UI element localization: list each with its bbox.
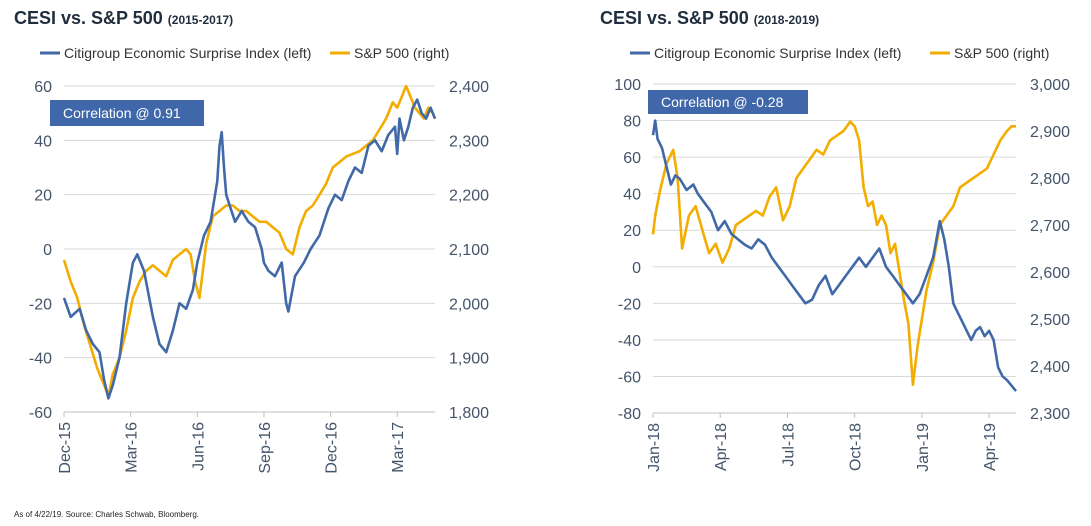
y-right-tick-label: 1,900 [449, 351, 489, 368]
y-right-tick-label: 3,000 [1030, 77, 1070, 94]
x-tick-label: Jul-18 [780, 423, 797, 467]
y-left-tick-label: 60 [623, 150, 641, 167]
y-right-tick-label: 2,400 [1030, 359, 1070, 376]
y-right-tick-label: 2,900 [1030, 124, 1070, 141]
cesi-series-line [62, 98, 437, 400]
y-right-tick-label: 2,000 [449, 296, 489, 313]
y-left-tick-label: -40 [618, 333, 641, 350]
sp500-series-line [62, 84, 437, 398]
legend-label-sp500: S&P 500 (right) [354, 45, 449, 61]
y-left-tick-label: -60 [618, 369, 641, 386]
legend-label-cesi: Citigroup Economic Surprise Index (left) [64, 45, 311, 61]
x-tick-label: Jan-19 [915, 423, 932, 472]
y-left-tick-label: 20 [623, 223, 641, 240]
y-right-tick-label: 2,300 [449, 133, 489, 150]
correlation-box [50, 100, 204, 126]
y-left-tick-label: 40 [623, 187, 641, 204]
y-right-tick-label: 2,700 [1030, 218, 1070, 235]
x-tick-label: Oct-18 [848, 423, 865, 471]
x-tick-label: Apr-18 [713, 423, 730, 471]
chart-title-dates: (2018-2019) [753, 13, 820, 27]
chart-panel-2018-2019: CESI vs. S&P 500 (2018-2019) 100 80 60 40 20… [600, 0, 1090, 500]
y-left-tick-label: -20 [618, 296, 641, 313]
y-right-tick-label: 2,400 [449, 79, 489, 96]
correlation-label: Correlation @ -0.28 [661, 94, 784, 110]
y-left-tick-label: 80 [623, 114, 641, 131]
correlation-box [648, 90, 808, 114]
correlation-label: Correlation @ 0.91 [63, 105, 181, 121]
y-right-tick-label: 2,300 [1030, 406, 1070, 423]
chart-title: CESI vs. S&P 500 (2018-2019) [600, 8, 819, 29]
y-left-tick-label: -60 [29, 405, 52, 422]
y-left-tick-label: 60 [34, 79, 52, 96]
chart-panel-2015-2017: CESI vs. S&P 500 (2015-2017) 60 40 20 0 -20 -… [14, 0, 534, 500]
y-right-tick-label: 1,800 [449, 405, 489, 422]
sp500-series-line [651, 120, 1016, 387]
y-right-tick-label: 2,600 [1030, 265, 1070, 282]
y-left-tick-label: 0 [632, 260, 641, 277]
y-right-tick-label: 2,100 [449, 242, 489, 259]
chart-title-text: CESI vs. S&P 500 [14, 8, 163, 28]
x-tick-label: Sep-16 [257, 422, 274, 474]
y-right-tick-label: 2,200 [449, 188, 489, 205]
y-left-tick-label: -40 [29, 351, 52, 368]
x-tick-label: Jun-16 [190, 422, 207, 471]
x-tick-label: Jan-18 [646, 423, 663, 472]
y-left-tick-label: -80 [618, 406, 641, 423]
x-tick-label: Dec-16 [324, 422, 341, 474]
cesi-series-line [651, 119, 1018, 392]
x-tick-label: Dec-15 [57, 422, 74, 474]
y-left-tick-label: 0 [43, 242, 52, 259]
x-tick-label: Mar-17 [390, 422, 407, 473]
chart-svg: 100 80 60 40 20 0 -20 -40 -60 -80 3,000 2,900 2,800 2… [614, 45, 1070, 472]
y-left-tick-label: 100 [614, 77, 641, 94]
y-right-tick-label: 2,800 [1030, 171, 1070, 188]
chart-title-dates: (2015-2017) [167, 13, 234, 27]
chart-title-text: CESI vs. S&P 500 [600, 8, 749, 28]
legend-label-cesi: Citigroup Economic Surprise Index (left) [654, 45, 901, 61]
x-tick-label: Apr-19 [982, 423, 999, 471]
y-left-tick-label: 40 [34, 133, 52, 150]
chart-svg: 60 40 20 0 -20 -40 -60 2,400 2,300 2,200 2,100 2,00… [29, 45, 489, 474]
y-left-tick-label: -20 [29, 296, 52, 313]
source-footnote: As of 4/22/19. Source: Charles Schwab, B… [14, 510, 199, 519]
y-right-tick-label: 2,500 [1030, 312, 1070, 329]
legend-label-sp500: S&P 500 (right) [954, 45, 1049, 61]
chart-title: CESI vs. S&P 500 (2015-2017) [14, 8, 233, 29]
x-tick-label: Mar-16 [124, 422, 141, 473]
y-left-tick-label: 20 [34, 188, 52, 205]
